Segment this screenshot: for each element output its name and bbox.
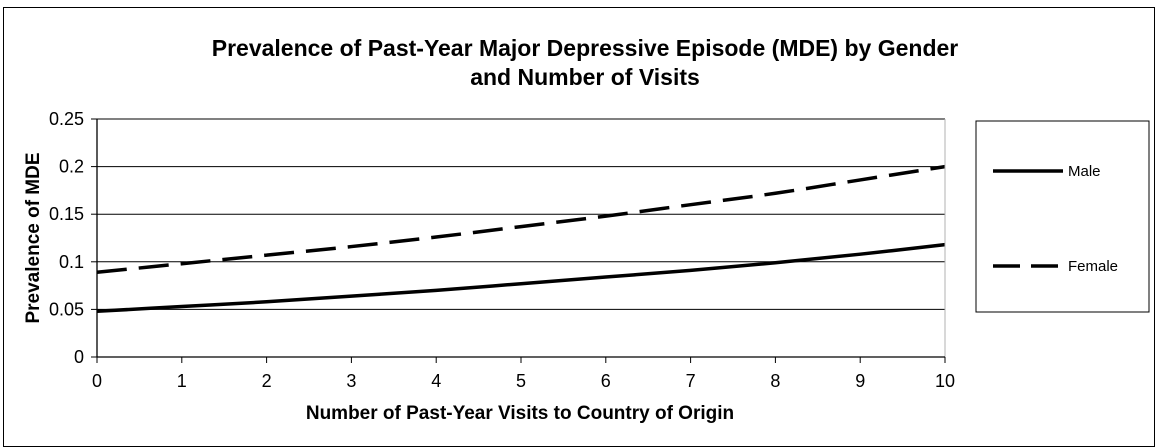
y-tick-label: 0.15: [49, 204, 84, 224]
x-axis-title: Number of Past-Year Visits to Country of…: [306, 403, 734, 424]
legend-label-male: Male: [1068, 163, 1101, 180]
x-tick-label: 10: [935, 371, 955, 391]
series-layer: [96, 164, 946, 314]
series-line-female: [96, 164, 946, 275]
y-tick-label: 0.05: [49, 299, 84, 319]
legend-box: [975, 120, 1150, 313]
x-tick-label: 7: [686, 371, 696, 391]
legend: Male Female: [975, 120, 1150, 313]
x-tick-label: 8: [770, 371, 780, 391]
axes: [91, 118, 946, 363]
x-tick-label: 3: [346, 371, 356, 391]
x-tick-label: 1: [177, 371, 187, 391]
tick-labels: 0 0.05 0.1 0.15 0.2 0.25 0 1 2 3 4 5 6 7 8 9 10: [49, 109, 955, 391]
chart-title: Prevalence of Past-Year Major Depressive…: [95, 34, 1075, 92]
y-tick-label: 0: [74, 347, 84, 367]
x-tick-label: 5: [516, 371, 526, 391]
chart-title-line-2: and Number of Visits: [470, 64, 700, 90]
chart-frame: [3, 7, 1155, 447]
series-line-male: [96, 242, 946, 314]
x-tick-label: 6: [601, 371, 611, 391]
chart-title-line-1: Prevalence of Past-Year Major Depressive…: [211, 35, 959, 61]
x-tick-label: 9: [855, 371, 865, 391]
x-tick-label: 4: [431, 371, 441, 391]
gridlines: [97, 118, 945, 310]
y-tick-label: 0.1: [59, 252, 84, 272]
y-axis-title: Prevalence of MDE: [23, 152, 44, 323]
y-tick-label: 0.2: [59, 157, 84, 177]
y-tick-label: 0.25: [49, 109, 84, 129]
x-tick-label: 2: [262, 371, 272, 391]
legend-label-female: Female: [1068, 258, 1118, 275]
x-tick-label: 0: [92, 371, 102, 391]
